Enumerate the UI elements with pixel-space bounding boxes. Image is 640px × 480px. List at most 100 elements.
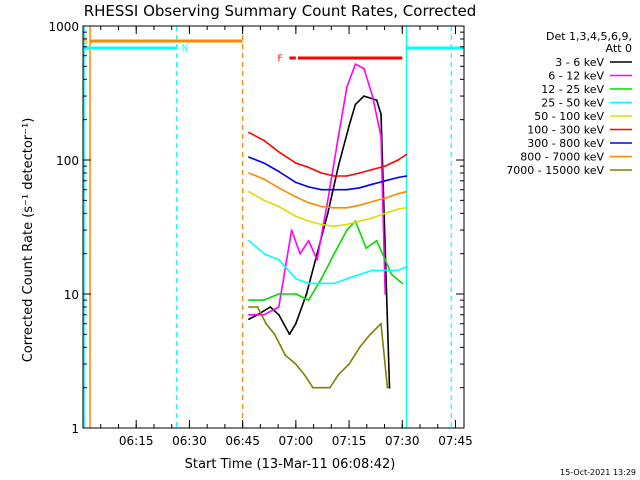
- saa-flag-label: S: [82, 37, 88, 47]
- x-tick-label-5: 07:30: [385, 434, 420, 448]
- series-point-0-13: [375, 99, 378, 101]
- series-point-0-9: [337, 165, 340, 168]
- series-point-6-9: [371, 183, 374, 186]
- series-point-8-0: [248, 306, 250, 308]
- series-point-1-9: [346, 86, 348, 88]
- series-point-2-0: [248, 299, 250, 301]
- series-point-8-13: [369, 333, 372, 336]
- series-point-1-3: [290, 229, 293, 232]
- series-point-5-11: [397, 159, 399, 161]
- series-point-6-2: [277, 170, 280, 173]
- series-point-2-2: [277, 293, 280, 295]
- series-point-1-6: [316, 258, 318, 261]
- legend-label-4: 50 - 100 keV: [534, 110, 604, 123]
- y-tick-label-1: 10: [64, 288, 79, 302]
- series-point-5-7: [346, 175, 348, 177]
- series-point-3-12: [405, 265, 408, 268]
- series-point-2-12: [390, 273, 393, 276]
- series-point-6-8: [358, 186, 361, 189]
- series-point-3-4: [307, 282, 310, 285]
- series-point-3-11: [397, 269, 399, 272]
- plot-frame: [82, 25, 465, 429]
- series-point-7-6: [333, 206, 336, 209]
- x-tick-label-2: 06:45: [225, 434, 260, 448]
- x-tick-label-3: 07:00: [279, 434, 314, 448]
- series-line-0: [248, 95, 391, 388]
- series-group-7: [248, 172, 408, 209]
- series-point-5-12: [405, 153, 408, 156]
- series-point-5-0: [248, 131, 250, 134]
- series-group-8: [248, 306, 389, 389]
- legend-label-2: 12 - 25 keV: [541, 83, 604, 96]
- series-point-4-1: [263, 199, 265, 202]
- series-point-3-7: [346, 277, 348, 280]
- series-point-1-2: [277, 306, 280, 308]
- series-point-8-2: [265, 322, 267, 325]
- series-point-8-8: [320, 386, 323, 389]
- series-point-3-5: [320, 282, 323, 285]
- series-point-7-2: [277, 186, 280, 189]
- series-point-4-0: [248, 190, 250, 193]
- series-point-0-6: [305, 293, 308, 295]
- series-point-0-14: [380, 113, 382, 115]
- series-point-1-11: [363, 67, 365, 70]
- series-point-0-10: [348, 124, 350, 127]
- series-point-0-15: [388, 386, 391, 389]
- series-point-6-6: [333, 188, 336, 191]
- series-point-8-14: [380, 322, 382, 325]
- legend-label-6: 300 - 800 keV: [527, 137, 604, 150]
- legend-label-3: 25 - 50 keV: [541, 97, 604, 110]
- series-point-4-7: [346, 223, 348, 226]
- footer-timestamp: 15-Oct-2021 13:29: [560, 468, 636, 477]
- series-point-0-12: [363, 95, 365, 97]
- series-line-3: [248, 240, 407, 285]
- x-tick-label-4: 07:15: [332, 434, 367, 448]
- series-point-6-5: [320, 188, 323, 191]
- series-point-6-7: [346, 188, 348, 191]
- y-tick-label-3: 1000: [48, 20, 79, 34]
- series-point-0-5: [294, 322, 297, 325]
- series-point-5-9: [371, 168, 374, 171]
- series-point-3-6: [333, 282, 336, 285]
- series-point-4-11: [397, 208, 399, 211]
- series-point-3-0: [248, 239, 250, 242]
- series-point-5-3: [294, 162, 297, 164]
- series-point-5-2: [277, 151, 280, 153]
- series-point-1-14: [384, 293, 387, 295]
- series-point-2-5: [320, 277, 323, 280]
- series-group-6: [248, 156, 408, 191]
- series-point-2-3: [294, 293, 297, 295]
- series-point-3-3: [294, 277, 297, 280]
- series-point-8-15: [386, 386, 389, 389]
- chart-title: RHESSI Observing Summary Count Rates, Co…: [84, 2, 477, 20]
- series-point-4-12: [405, 206, 408, 209]
- legend-label-5: 100 - 300 keV: [527, 124, 604, 137]
- series-point-7-1: [263, 178, 265, 181]
- series-point-7-3: [294, 196, 297, 198]
- series-point-6-1: [263, 162, 265, 164]
- legend-label-8: 7000 - 15000 keV: [506, 164, 604, 177]
- series-point-6-3: [294, 181, 297, 184]
- series-point-2-13: [401, 282, 404, 285]
- series-group-1: [248, 63, 387, 316]
- series-point-0-3: [277, 313, 280, 316]
- series-point-8-4: [284, 354, 287, 356]
- series-point-8-1: [256, 306, 259, 308]
- series-point-5-6: [333, 175, 336, 177]
- series-point-4-2: [277, 205, 280, 208]
- series-point-5-1: [263, 139, 265, 142]
- night-flag-label: N: [182, 44, 189, 54]
- series-point-1-12: [371, 95, 374, 97]
- series-point-7-5: [320, 205, 323, 208]
- series-point-1-8: [337, 135, 340, 138]
- y-axis-label: Corrected Count Rate (s⁻¹ detector⁻¹): [21, 118, 36, 363]
- series-point-4-4: [307, 220, 310, 223]
- series-point-1-5: [307, 239, 310, 242]
- series-point-1-7: [326, 199, 329, 202]
- series-point-6-12: [405, 175, 408, 177]
- series-point-4-10: [384, 212, 387, 215]
- series-point-4-9: [371, 217, 374, 219]
- series-point-6-4: [307, 186, 310, 188]
- series-point-5-4: [307, 166, 310, 169]
